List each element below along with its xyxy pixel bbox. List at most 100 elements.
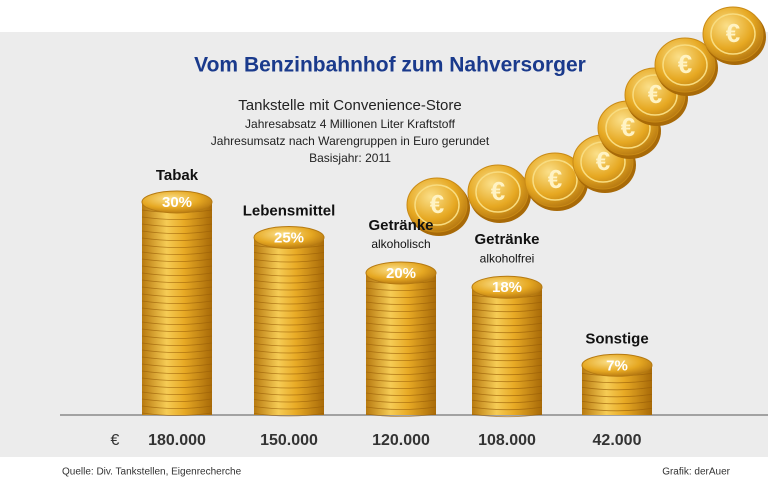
coin-edge — [471, 406, 543, 411]
decor-coin — [654, 37, 716, 93]
value-label: 18% — [492, 279, 522, 296]
coin-edge — [471, 336, 543, 341]
coin-stack — [142, 202, 212, 415]
coin-edge — [141, 328, 213, 332]
coin-edge — [253, 413, 325, 417]
coin-edge — [253, 301, 325, 305]
decor-coin-rim — [414, 184, 460, 226]
coin-edge — [471, 350, 543, 355]
coin-top — [253, 226, 325, 249]
coin-edge — [365, 406, 437, 410]
currency-label: € — [111, 432, 120, 449]
decor-coin-symbol: € — [621, 112, 635, 142]
coin-edge — [141, 405, 213, 409]
category-sublabel: alkoholfrei — [480, 251, 535, 265]
coin-edge — [141, 251, 213, 255]
amount-label: 120.000 — [372, 432, 430, 449]
coin-edge — [141, 307, 213, 311]
decor-coin-rim — [532, 159, 578, 201]
category-sublabel: alkoholisch — [371, 237, 430, 251]
coin-edge — [471, 315, 543, 320]
coin-edge — [365, 336, 437, 340]
credit: Grafik: derAuer — [662, 467, 730, 478]
coin-top — [471, 275, 543, 299]
coin-edge — [471, 329, 543, 334]
decor-coin — [406, 177, 468, 233]
coin-edge — [253, 294, 325, 298]
coin-edge — [471, 364, 543, 369]
coin-edge — [471, 357, 543, 362]
coin-edge — [141, 279, 213, 283]
decor-coin-rim — [632, 74, 678, 116]
coin-top — [581, 353, 653, 377]
coin-edge — [253, 378, 325, 382]
coin-edge — [253, 266, 325, 270]
coin-edge — [471, 378, 543, 383]
coin-edge — [141, 216, 213, 220]
coin-edge — [141, 335, 213, 339]
coin-edge — [253, 308, 325, 312]
value-label: 20% — [386, 265, 416, 282]
coin-edge — [141, 258, 213, 262]
decor-coin-symbol: € — [596, 146, 610, 176]
decor-coin — [702, 6, 764, 62]
coin-edge — [253, 385, 325, 389]
coin-edge — [471, 413, 543, 418]
coin-edge — [471, 371, 543, 376]
decor-coin-rim — [662, 44, 708, 86]
coin-stack — [472, 287, 542, 415]
coin-edge — [365, 364, 437, 368]
coin-edge — [141, 265, 213, 269]
coin-edge — [471, 392, 543, 397]
category-label: Getränke — [474, 231, 539, 248]
coin-top — [365, 261, 437, 285]
coin-edge — [365, 350, 437, 354]
coin-edge — [471, 385, 543, 390]
coin-edge — [253, 392, 325, 396]
coin-edge — [253, 252, 325, 256]
coin-edge — [365, 392, 437, 396]
coin-edge — [141, 342, 213, 346]
coin-edge — [365, 301, 437, 305]
coin-edge — [253, 322, 325, 326]
subtitle: Basisjahr: 2011 — [309, 151, 391, 165]
coin-edge — [581, 386, 653, 391]
coin-edge — [581, 400, 653, 405]
category-label: Lebensmittel — [243, 202, 336, 219]
coin-edge — [141, 223, 213, 227]
category-label: Getränke — [368, 217, 433, 234]
coin-edge — [141, 398, 213, 402]
coin-edge — [253, 315, 325, 319]
coin-edge — [253, 280, 325, 284]
coin-edge — [141, 321, 213, 325]
decor-coin-rim — [710, 13, 756, 55]
amount-label: 150.000 — [260, 432, 318, 449]
coin-edge — [365, 413, 437, 417]
coin-edge — [253, 329, 325, 333]
coin-stack — [366, 273, 436, 415]
coin-edge — [141, 286, 213, 290]
coin-edge — [253, 273, 325, 277]
coin-edge — [253, 343, 325, 347]
coin-edge — [253, 259, 325, 263]
coin-edge — [365, 287, 437, 291]
coin-edge — [471, 343, 543, 348]
decor-coin-rim — [605, 107, 651, 149]
coin-edge — [253, 406, 325, 410]
coin-edge — [581, 407, 653, 412]
coin-edge — [365, 294, 437, 298]
coin-edge — [141, 244, 213, 248]
decor-coin-symbol: € — [726, 18, 740, 48]
decor-coin-rim — [475, 171, 521, 213]
coin-edge — [365, 385, 437, 389]
category-label: Sonstige — [585, 330, 648, 347]
amount-label: 180.000 — [148, 432, 206, 449]
coin-edge — [471, 301, 543, 306]
source: Quelle: Div. Tankstellen, Eigenrecherche — [62, 467, 242, 478]
coin-edge — [141, 370, 213, 374]
coin-top — [141, 190, 213, 214]
amount-label: 108.000 — [478, 432, 536, 449]
chart-title: Vom Benzinbahnhof zum Nahversorger — [194, 54, 586, 77]
coin-edge — [141, 272, 213, 276]
coin-edge — [253, 350, 325, 354]
